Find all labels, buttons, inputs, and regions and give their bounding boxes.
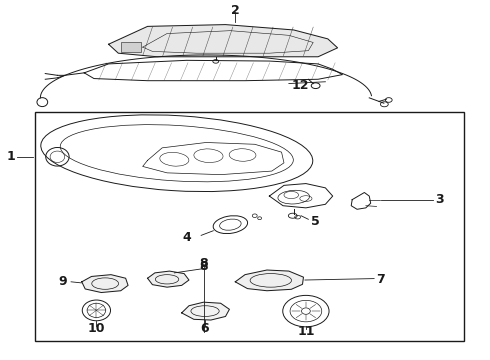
Polygon shape <box>109 24 338 57</box>
Text: 10: 10 <box>88 322 105 335</box>
Text: 12: 12 <box>291 79 309 92</box>
Polygon shape <box>82 275 128 293</box>
Text: 3: 3 <box>435 193 443 206</box>
Text: 2: 2 <box>231 4 240 17</box>
Text: 11: 11 <box>297 325 315 338</box>
Text: 8: 8 <box>199 257 208 270</box>
Polygon shape <box>235 270 303 291</box>
Polygon shape <box>182 302 229 320</box>
Text: 8: 8 <box>199 260 208 273</box>
Bar <box>35 112 464 341</box>
Text: 7: 7 <box>376 273 385 286</box>
Text: 6: 6 <box>201 323 209 336</box>
Text: 1: 1 <box>7 150 16 163</box>
Text: 4: 4 <box>182 231 191 244</box>
Bar <box>121 42 141 52</box>
Text: 5: 5 <box>311 215 319 228</box>
Text: 9: 9 <box>58 275 67 288</box>
Polygon shape <box>147 271 189 287</box>
